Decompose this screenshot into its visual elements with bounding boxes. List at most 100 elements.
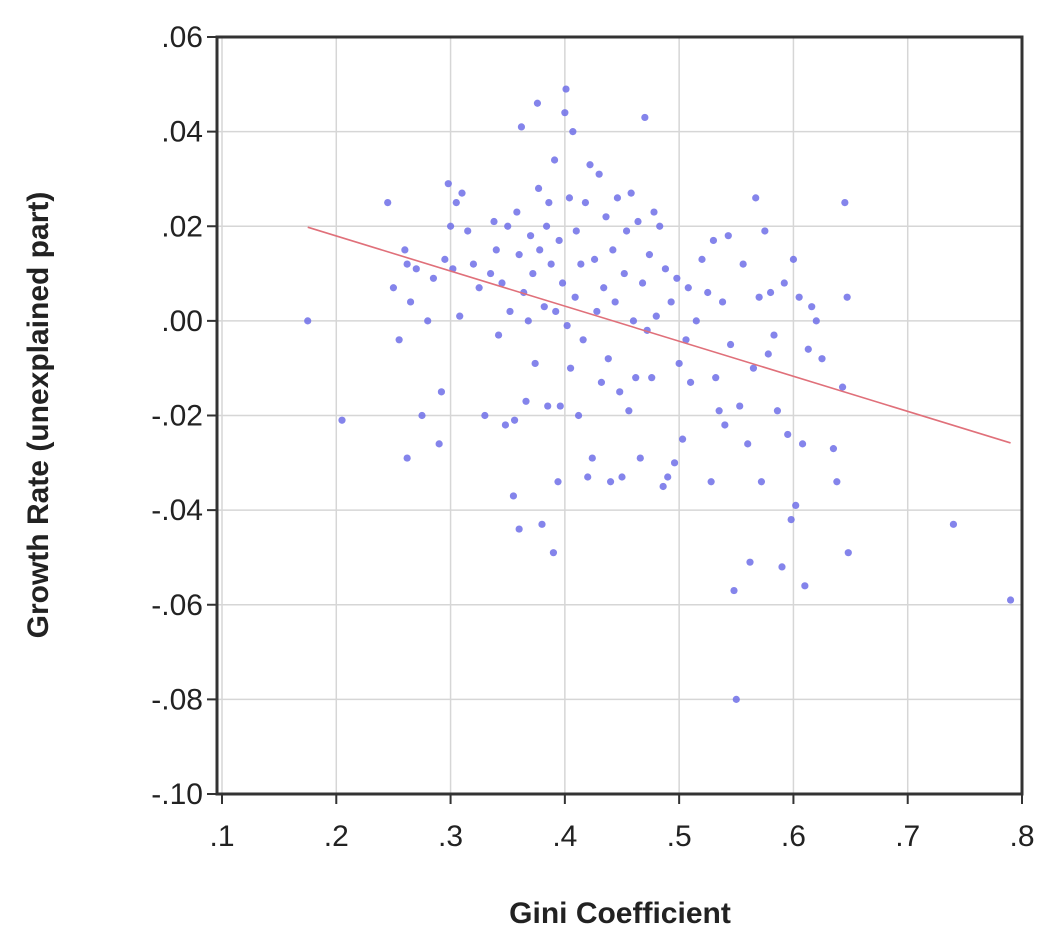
data-point: [534, 184, 543, 192]
data-point: [429, 274, 438, 282]
data-point: [622, 227, 631, 235]
data-point: [795, 293, 803, 301]
data-point: [804, 345, 812, 353]
data-point: [818, 355, 826, 363]
data-point: [492, 246, 500, 254]
data-point: [418, 411, 426, 420]
data-point: [707, 478, 715, 486]
data-point: [715, 407, 723, 415]
data-point: [584, 473, 592, 481]
data-point: [602, 213, 610, 221]
data-point: [641, 113, 649, 122]
regression-line: [307, 226, 1011, 444]
data-point: [1006, 596, 1015, 604]
data-point: [506, 307, 514, 316]
data-point: [684, 284, 692, 292]
data-point: [579, 336, 587, 344]
data-point: [542, 222, 551, 230]
y-tick-label: -.08: [151, 683, 203, 716]
data-point: [764, 350, 772, 358]
data-point: [395, 336, 403, 344]
data-point: [656, 222, 664, 230]
data-point: [678, 435, 687, 443]
data-point: [724, 232, 732, 240]
data-point: [604, 355, 612, 363]
data-point: [556, 402, 564, 410]
data-point: [446, 222, 455, 230]
x-tick-label: .7: [895, 820, 920, 853]
x-tick-label: .1: [209, 820, 234, 853]
data-point: [801, 582, 809, 590]
data-point: [441, 255, 449, 263]
data-point: [515, 251, 523, 259]
data-point: [435, 440, 443, 448]
data-point: [412, 265, 420, 273]
data-point: [661, 265, 670, 273]
data-point: [632, 374, 640, 382]
data-point: [590, 255, 599, 263]
data-point: [609, 246, 617, 254]
data-point: [736, 402, 744, 410]
data-point: [808, 303, 816, 311]
data-point: [721, 421, 729, 429]
data-point: [555, 236, 563, 245]
data-point: [746, 558, 754, 566]
data-point: [732, 695, 740, 703]
data-point: [456, 312, 464, 320]
data-point: [536, 246, 544, 254]
data-point: [513, 208, 521, 216]
data-point: [531, 359, 539, 368]
data-point: [475, 284, 483, 292]
data-point: [498, 279, 506, 287]
data-point: [586, 161, 594, 169]
data-point: [572, 227, 580, 235]
data-point: [510, 416, 519, 424]
data-point: [652, 312, 660, 320]
y-tick-label: .00: [161, 305, 203, 338]
data-point: [838, 383, 847, 391]
y-tick-label: -.04: [151, 494, 203, 527]
data-point: [718, 298, 727, 306]
x-tick-label: .8: [1009, 820, 1034, 853]
data-point: [437, 388, 446, 396]
data-point: [384, 198, 392, 207]
data-point: [401, 246, 409, 254]
x-tick-label: .4: [552, 820, 577, 853]
y-tick-label: -.06: [151, 589, 203, 622]
data-point: [833, 478, 841, 486]
data-point: [843, 293, 851, 301]
plot-frame: [215, 35, 1024, 796]
data-point: [844, 549, 852, 557]
data-points: [304, 85, 1015, 703]
data-point: [766, 288, 775, 297]
data-point: [524, 317, 532, 325]
data-point: [550, 156, 559, 164]
data-point: [634, 217, 642, 226]
data-point: [481, 411, 489, 420]
data-point: [704, 288, 712, 297]
data-point: [304, 317, 312, 325]
data-point: [552, 307, 560, 316]
y-axis: .06 .04 .02 .00 -.02 -.04 -.06 -.08 -.10: [151, 21, 217, 811]
data-point: [739, 260, 747, 268]
data-point: [526, 232, 535, 240]
data-point: [494, 331, 503, 339]
data-point: [664, 473, 672, 481]
data-point: [558, 279, 567, 287]
data-point: [659, 482, 667, 491]
data-point: [504, 222, 512, 230]
data-point: [686, 378, 695, 386]
y-axis-title: Growth Rate (unexplained part): [22, 192, 55, 639]
data-point: [533, 99, 542, 107]
data-point: [562, 85, 570, 93]
data-point: [698, 255, 706, 263]
data-point: [501, 421, 510, 429]
data-point: [606, 478, 615, 486]
data-point: [648, 374, 656, 382]
data-point: [600, 284, 608, 292]
data-point: [616, 388, 624, 396]
data-point: [522, 397, 530, 405]
data-point: [712, 374, 720, 382]
data-point: [595, 170, 603, 178]
